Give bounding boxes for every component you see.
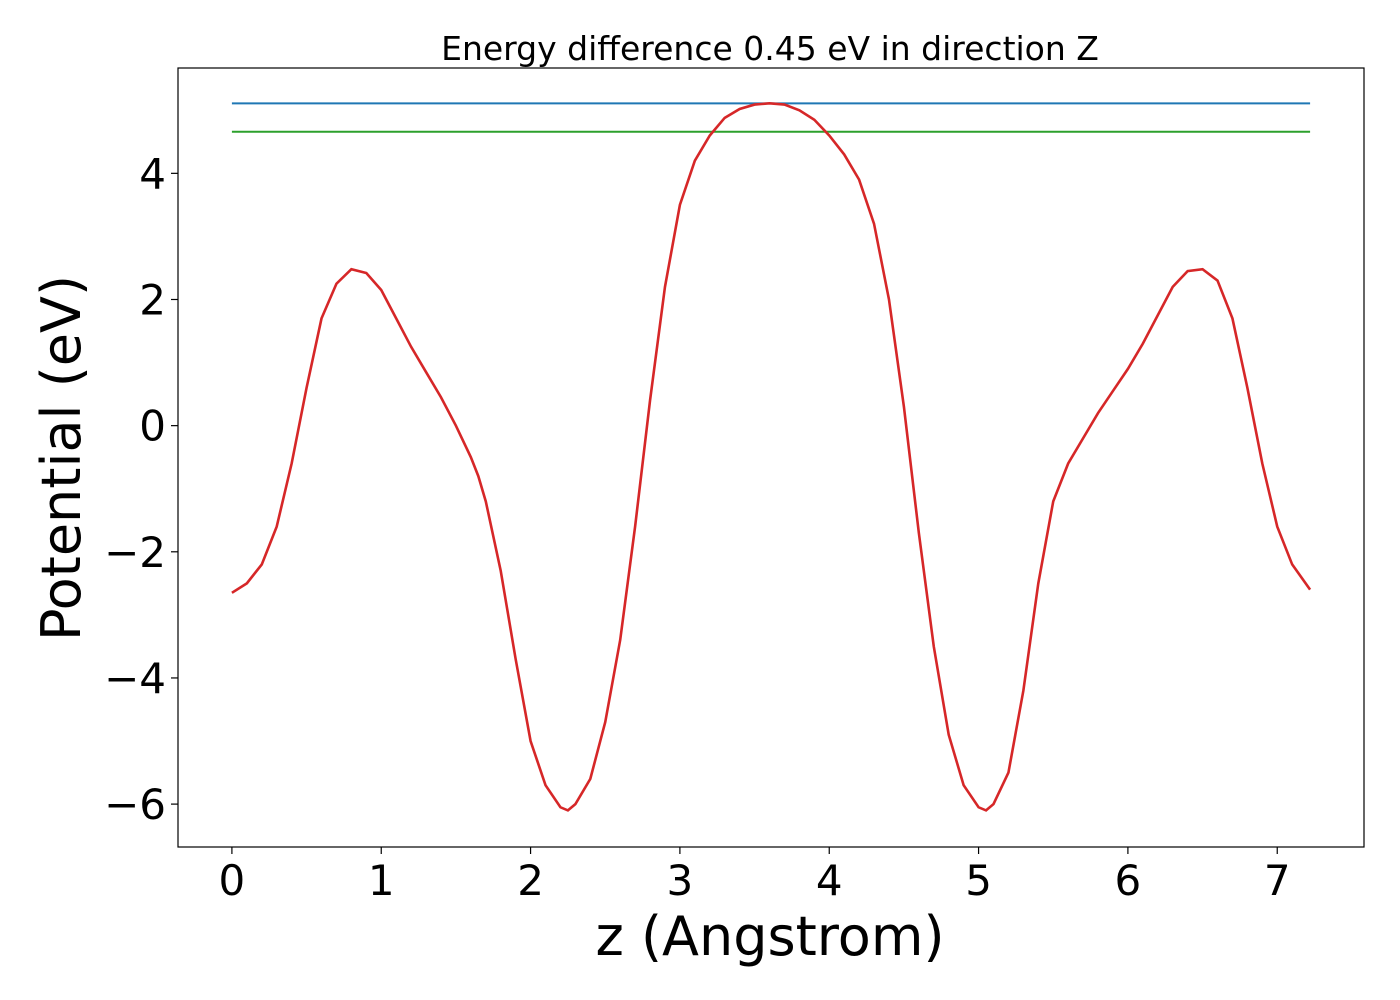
x-tick-label: 0 <box>219 856 246 905</box>
x-tick-label: 3 <box>667 856 694 905</box>
y-tick-label: −2 <box>104 528 166 577</box>
y-tick-label: 0 <box>139 402 166 451</box>
x-tick-label: 5 <box>965 856 992 905</box>
x-tick-label: 4 <box>816 856 843 905</box>
y-axis-label: Potential (eV) <box>30 275 93 641</box>
y-tick-label: −6 <box>104 780 166 829</box>
x-tick-label: 1 <box>368 856 395 905</box>
x-axis-label: z (Angstrom) <box>595 905 944 968</box>
x-tick-label: 7 <box>1264 856 1291 905</box>
y-tick-label: 4 <box>139 149 166 198</box>
y-tick-label: 2 <box>139 275 166 324</box>
series-line <box>231 102 1312 812</box>
x-tick-label: 2 <box>517 856 544 905</box>
x-tick-label: 6 <box>1115 856 1142 905</box>
plot-frame <box>177 67 1365 848</box>
chart-title: Energy difference 0.45 eV in direction Z <box>441 29 1099 68</box>
y-tick-label: −4 <box>104 654 166 703</box>
